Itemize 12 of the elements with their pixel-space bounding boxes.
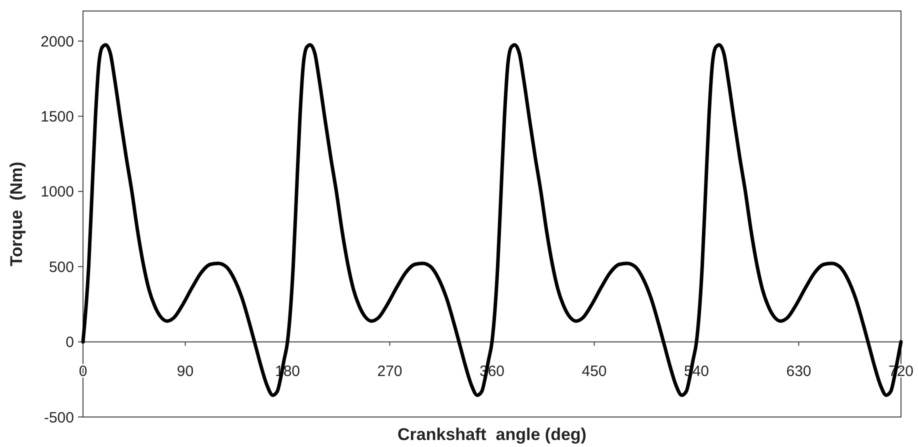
y-tick-label: 500	[48, 258, 74, 276]
x-axis-title: Crankshaft angle (deg)	[398, 425, 586, 444]
x-tick-label: 270	[377, 362, 402, 380]
y-tick-label: -500	[44, 409, 74, 426]
y-tick-label: 1000	[40, 184, 74, 201]
y-axis-title: Torque (Nm)	[7, 162, 26, 266]
x-tick-label: 450	[582, 362, 607, 380]
y-tick-label: 2000	[40, 33, 74, 50]
x-tick-label: 630	[786, 362, 812, 380]
y-tick-label: 0	[66, 334, 74, 352]
y-tick-label: 1500	[40, 108, 74, 126]
x-tick-label: 90	[176, 362, 194, 380]
